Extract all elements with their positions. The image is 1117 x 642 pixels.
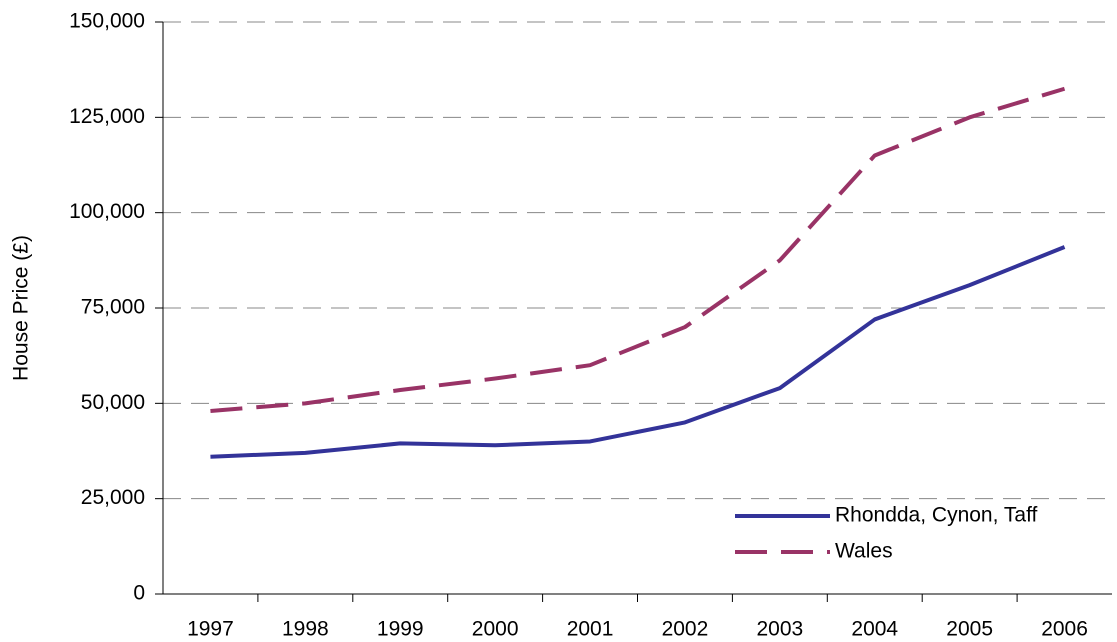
y-tick-label: 0 [133,582,145,605]
legend-label: Wales [835,540,893,563]
legend-label: Rhondda, Cynon, Taff [835,504,1038,527]
series-line [210,86,1066,413]
x-tick-label: 2005 [946,618,993,641]
y-tick-label: 100,000 [69,200,145,223]
x-tick-label: 2001 [567,618,614,641]
x-tick-label: 2002 [662,618,709,641]
x-tick-label: 1997 [187,618,234,641]
x-tick-label: 2000 [472,618,519,641]
x-tick-label: 2006 [1041,618,1088,641]
y-tick-label: 125,000 [69,105,145,128]
x-tick-label: 2004 [851,618,898,641]
series-line [210,245,1066,459]
y-tick-label: 50,000 [81,391,145,414]
x-tick-label: 1998 [282,618,329,641]
y-axis-title: House Price (£) [10,235,33,381]
y-tick-label: 75,000 [81,296,145,319]
x-tick-label: 1999 [377,618,424,641]
y-tick-label: 25,000 [81,486,145,509]
y-tick-label: 150,000 [69,10,145,33]
x-tick-label: 2003 [756,618,803,641]
